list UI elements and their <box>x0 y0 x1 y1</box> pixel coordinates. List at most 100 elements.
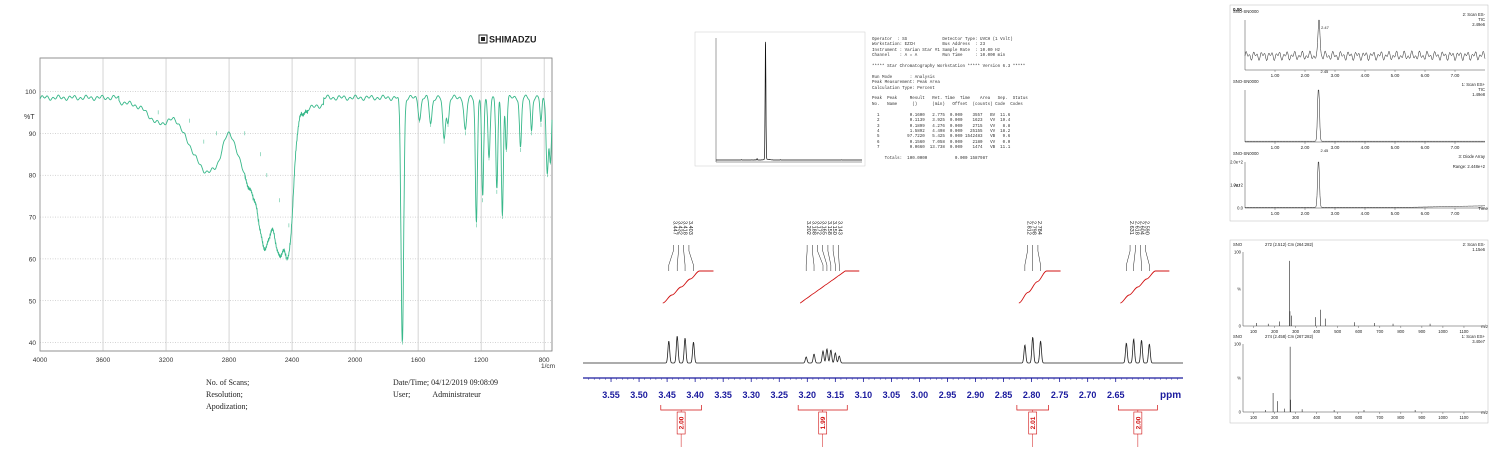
nmr-x-tick-label: 3.20 <box>799 390 817 400</box>
ms-x-tick-label: 1100 <box>1459 415 1469 420</box>
ms-x-tick-label: 300 <box>1292 329 1300 334</box>
tic-scale: 1.49e8 <box>1472 92 1485 97</box>
ms-scale: 1.15e6 <box>1472 247 1485 252</box>
tic-frame <box>1229 4 1489 222</box>
nmr-peak-leader <box>683 245 686 271</box>
ms-x-tick-label: 900 <box>1418 415 1426 420</box>
hplc-report-line: 1 0.1600 2.775 0.000 3557 BV 11.6 <box>872 113 1011 118</box>
ms-x-tick-label: 700 <box>1376 329 1384 334</box>
tic-x-tick-label: 4.00 <box>1361 145 1370 150</box>
ms-frame <box>1229 239 1489 424</box>
ms-x-tick-label: 600 <box>1355 329 1363 334</box>
mz-axis-label: m/z <box>1481 410 1488 415</box>
resolution-label: Resolution; <box>206 390 243 399</box>
nmr-peak-leader <box>805 245 808 271</box>
ir-x-tick-label: 800 <box>539 357 550 364</box>
nmr-x-tick-label: 3.45 <box>658 390 676 400</box>
nmr-integral-value: 2.01 <box>1030 416 1037 429</box>
nmr-peak-leader <box>1133 245 1136 271</box>
nmr-spectrum-panel: 3.447 3.432 3.418 3.403 3.202 3.188 3.172 3.165… <box>575 205 1190 457</box>
tic-x-tick-label: 7.00 <box>1451 211 1460 216</box>
hplc-report-line: Workstation: EZCH Bus Address : 23 <box>872 43 986 48</box>
nmr-peak-leader <box>676 245 679 271</box>
nmr-x-tick-label: 2.65 <box>1107 390 1125 400</box>
ms-mode: 1: Scan ES+ <box>1462 334 1486 339</box>
hplc-frame <box>694 31 866 167</box>
nmr-x-tick-label: 2.95 <box>939 390 957 400</box>
hplc-report-line: 4 1.5892 4.498 0.000 25155 VV 18.2 <box>872 129 1011 134</box>
user-label: User; <box>393 390 411 399</box>
hplc-trace <box>716 41 862 161</box>
tic-trace <box>1245 161 1485 208</box>
nmr-peak-label: 2.631 <box>1128 221 1134 235</box>
nmr-peak-label: 2.812 <box>1026 221 1032 235</box>
hplc-panel: Operator : SS Detector Type: UVCH (1 Vol… <box>690 28 1060 208</box>
nmr-trace <box>583 336 1183 364</box>
nmr-peak-label: 3.447 <box>671 221 677 235</box>
tic-id: SNO-SN0000 <box>1233 9 1259 14</box>
ir-footer-meta: Date/Time; 04/12/2019 09:08:09 User; Admi… <box>393 378 498 399</box>
ir-y-ticks: 40 50 60 70 80 90 100 <box>25 89 36 347</box>
nmr-peak-label: 3.172 <box>816 221 822 235</box>
nmr-integral-curve <box>1120 270 1170 304</box>
ir-x-tick-label: 2400 <box>285 357 300 364</box>
time-axis-label: Time <box>1478 206 1488 211</box>
ir-y-tick-label: 90 <box>29 131 37 138</box>
nmr-peak-label: 3.403 <box>687 221 693 235</box>
tic-peak-label: 2.45 <box>1321 69 1330 74</box>
nmr-peak-label: 3.188 <box>810 221 816 235</box>
tic-sub: TIC <box>1478 17 1485 22</box>
tic-id: SNO-SN0000 <box>1233 79 1259 84</box>
hplc-report-line: Channel : A = A Run Time : 10.000 min <box>872 54 1006 59</box>
nmr-integral-bracket <box>660 405 702 411</box>
tic-x-tick-label: 2.00 <box>1301 211 1310 216</box>
nmr-peak-label: 2.604 <box>1138 221 1144 235</box>
nmr-peak-label: 3.418 <box>682 221 688 235</box>
hplc-report-line: Peak Measurement: Peak Area <box>872 81 940 86</box>
nmr-peak-leader <box>1140 245 1142 271</box>
mass-spectra: SNO 272 (2.512) Cm (264:282) 2: Scan ES-1.… <box>1233 242 1488 420</box>
tic-trace <box>1244 19 1486 62</box>
nmr-integral-bracket <box>1118 405 1158 411</box>
nmr-integral-bracket <box>1016 405 1049 411</box>
hplc-report-line: ***** Star Chromatography Workstation **… <box>872 65 1026 70</box>
shimadzu-logo: SHIMADZU <box>478 34 537 45</box>
tic-mode: 2: Scan ES- <box>1463 12 1486 17</box>
tic-peak-label: 2.45 <box>1321 148 1330 153</box>
hplc-report-line: Instrument : Varian Star #1 Sample Rate … <box>872 48 1001 53</box>
nmr-peak-label: 2.798 <box>1031 221 1037 235</box>
tic-x-tick-label: 6.00 <box>1421 73 1430 78</box>
ms-id: SNO <box>1233 242 1243 247</box>
ir-y-axis-label: %T <box>24 114 35 121</box>
tic-x-tick-label: 1.00 <box>1271 211 1280 216</box>
mz-axis-label: m/z <box>1481 324 1488 329</box>
ir-x-tick-label: 4000 <box>33 357 48 364</box>
ms-x-tick-label: 700 <box>1376 415 1384 420</box>
nmr-peak-labels: 3.447 3.432 3.418 3.403 3.202 3.188 3.172 3.165… <box>668 221 1150 271</box>
hplc-report-line: Totals: 100.0000 0.000 1587987 <box>872 156 988 161</box>
nmr-integral-box <box>818 411 828 435</box>
ir-footer-scan-info: No. of Scans; Resolution; Apodization; <box>206 378 249 411</box>
ir-plot-frame <box>39 57 553 352</box>
tic-x-tick-label: 3.00 <box>1331 73 1340 78</box>
tic-x-tick-label: 5.00 <box>1391 211 1400 216</box>
ms-y-tick-label: 100 <box>1234 342 1242 347</box>
ms-y-tick-label: % <box>1237 376 1241 381</box>
ms-y-tick-label: % <box>1237 287 1241 292</box>
hplc-report-line: Operator : SS Detector Type: UVCH (1 Vol… <box>872 38 1013 42</box>
ir-y-tick-label: 80 <box>29 173 37 180</box>
nmr-x-tick-label: 3.00 <box>911 390 929 400</box>
hplc-report-line: 5 97.7220 5.425 0.000 1542483 VB 9.6 <box>872 135 1011 140</box>
hplc-chromatogram <box>694 31 866 167</box>
nmr-integral-box <box>676 411 686 435</box>
tic-x-tick-label: 7.00 <box>1451 73 1460 78</box>
nmr-x-tick-label: 2.90 <box>967 390 985 400</box>
ms-y-tick-label: 0 <box>1239 410 1242 415</box>
tic-x-tick-label: 4.00 <box>1361 73 1370 78</box>
user-value: Administrateur <box>432 390 481 399</box>
ir-spectrum-chart: SHIMADZU 40 50 60 70 80 90 100 4000 3600 3200 280… <box>24 34 555 370</box>
nmr-peak-leader <box>817 245 824 271</box>
nmr-peak-leader <box>1145 245 1150 271</box>
nmr-peak-leader <box>1126 245 1131 271</box>
